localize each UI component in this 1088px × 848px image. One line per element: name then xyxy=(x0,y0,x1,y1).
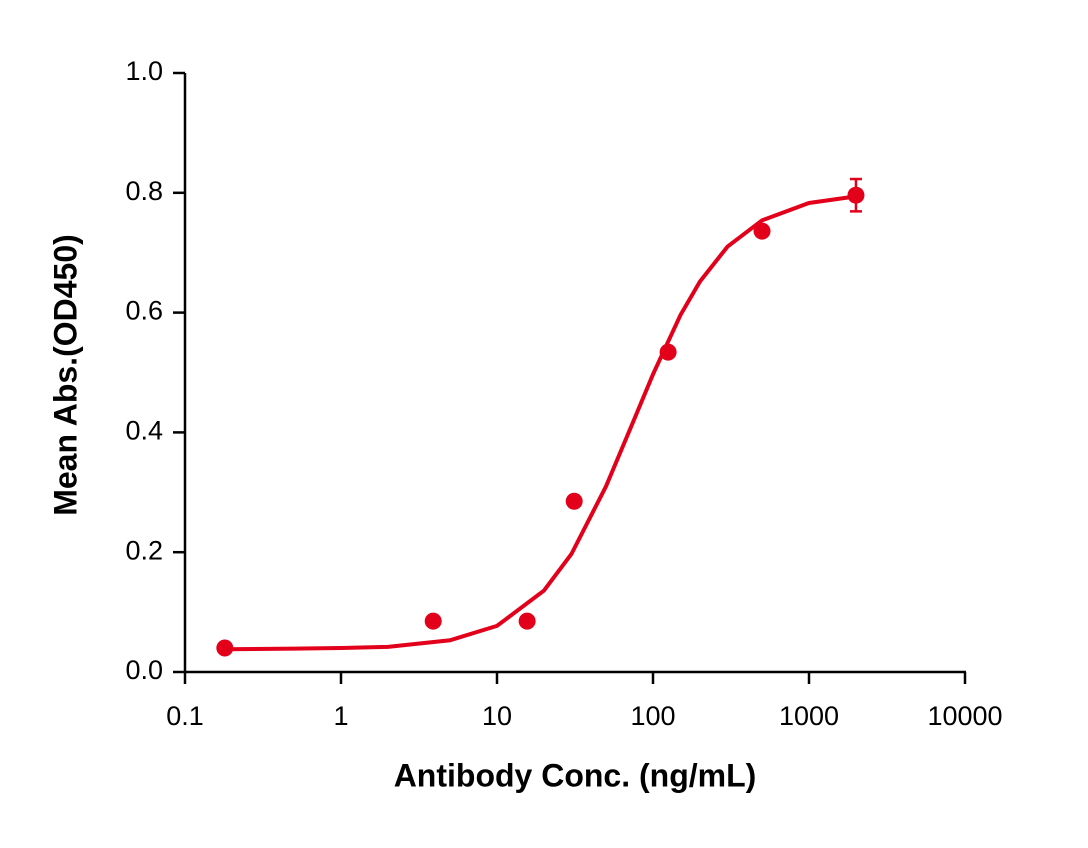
data-point xyxy=(753,222,771,240)
x-axis-title: Antibody Conc. (ng/mL) xyxy=(394,757,757,793)
data-point xyxy=(847,186,865,204)
x-tick-label: 10000 xyxy=(927,701,1002,731)
data-point xyxy=(518,612,536,630)
data-point xyxy=(659,343,677,361)
fit-curve xyxy=(224,194,857,652)
x-tick-label: 100 xyxy=(630,701,675,731)
y-tick-label: 0.2 xyxy=(125,535,163,565)
x-tick-label: 10 xyxy=(482,701,512,731)
y-tick-label: 1.0 xyxy=(125,56,163,86)
data-point xyxy=(216,639,234,657)
y-tick-label: 0.4 xyxy=(125,416,163,446)
x-tick-label: 0.1 xyxy=(166,701,204,731)
x-tick-label: 1000 xyxy=(779,701,839,731)
y-tick-label: 0.0 xyxy=(125,655,163,685)
y-tick-label: 0.8 xyxy=(125,176,163,206)
data-point xyxy=(424,612,442,630)
y-tick-label: 0.6 xyxy=(125,296,163,326)
data-point xyxy=(565,492,583,510)
y-axis-title: Mean Abs.(OD450) xyxy=(47,234,83,516)
x-tick-label: 1 xyxy=(333,701,348,731)
